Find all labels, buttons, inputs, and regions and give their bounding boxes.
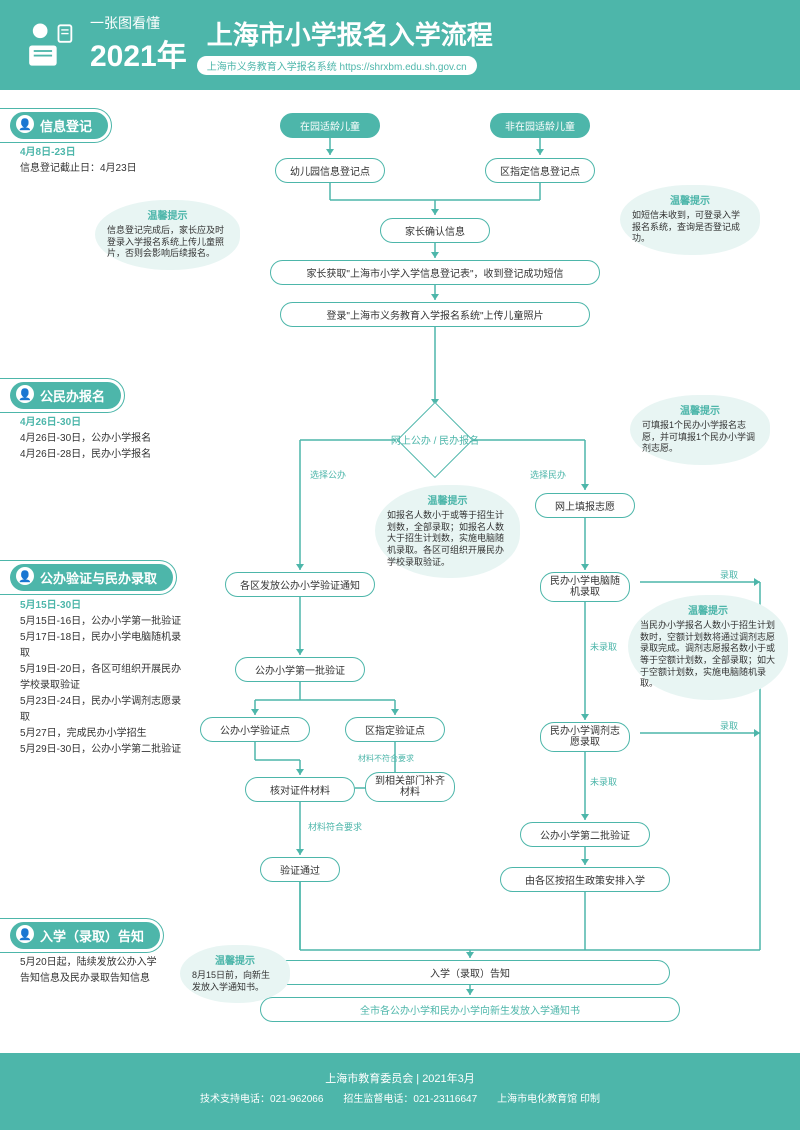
node-n17: 民办小学调剂志愿录取 (540, 722, 630, 752)
header-title: 上海市小学报名入学流程 (207, 15, 493, 52)
section-2-line1: 4月26日-30日，公办小学报名 (20, 431, 190, 447)
node-n8: 网上填报志愿 (535, 493, 635, 518)
bubble-title: 温馨提示 (107, 210, 228, 223)
bubble-title: 温馨提示 (387, 495, 508, 508)
node-n15: 验证通过 (260, 857, 340, 882)
section-4-l2: 告知信息及民办录取告知信息 (20, 971, 190, 987)
section-1-line: 信息登记截止日：4月23日 (20, 161, 190, 177)
bubble-4-text: 如报名人数小于或等于招生计划数，全部录取；如报名人数大于招生计划数，实施电脑随机… (387, 510, 508, 568)
bubble-title: 温馨提示 (642, 405, 758, 418)
node-n20: 入学（录取）告知 (270, 960, 670, 985)
edge-acc2: 录取 (720, 719, 738, 732)
section-2-line2: 4月26日-28日，民办小学报名 (20, 447, 190, 463)
node-n12: 区指定验证点 (345, 717, 445, 742)
edge-acc1: 录取 (720, 568, 738, 581)
decision-d1-label: 网上公办 / 民办报名 (375, 432, 495, 447)
header-left-block: 一张图看懂 2021年 (90, 15, 187, 76)
bubble-1-text: 信息登记完成后，家长应及时登录入学报名系统上传儿童照片，否则会影响后续报名。 (107, 225, 228, 260)
node-n21: 全市各公办小学和民办小学向新生发放入学通知书 (260, 997, 680, 1022)
section-2-side: 4月26日-30日 4月26日-30日，公办小学报名 4月26日-28日，民办小… (20, 415, 190, 463)
section-1-side: 4月8日-23日 信息登记截止日：4月23日 (20, 145, 190, 177)
header-pretitle: 一张图看懂 (90, 15, 187, 32)
person-icon: 👤 (16, 385, 34, 403)
bubble-3: 温馨提示 可填报1个民办小学报名志愿，并可填报1个民办小学调剂志愿。 (630, 395, 770, 465)
footer-line2: 技术支持电话：021-962066 招生监督电话：021-23116647 上海… (0, 1090, 800, 1110)
bubble-2: 温馨提示 如短信未收到，可登录入学报名系统，查询是否登记成功。 (620, 185, 760, 255)
section-badge-4: 👤 入学（录取）告知 (0, 918, 164, 953)
bubble-5: 温馨提示 当民办小学报名人数小于招生计划数时，空额计划数将通过调剂志愿录取完成。… (628, 595, 788, 700)
footer: 上海市教育委员会 | 2021年3月 技术支持电话：021-962066 招生监… (0, 1053, 800, 1130)
section-3-l6: 5月29日-30日，公办小学第二批验证 (20, 742, 190, 758)
section-2-date: 4月26日-30日 (20, 415, 190, 431)
person-icon: 👤 (16, 115, 34, 133)
node-n10: 公办小学第一批验证 (235, 657, 365, 682)
bubble-3-text: 可填报1个民办小学报名志愿，并可填报1个民办小学调剂志愿。 (642, 420, 758, 455)
section-3-l3: 5月19日-20日，各区可组织开展民办学校录取验证 (20, 662, 190, 694)
section-3-l2: 5月17日-18日，民办小学电脑随机录取 (20, 630, 190, 662)
bubble-4: 温馨提示 如报名人数小于或等于招生计划数，全部录取；如报名人数大于招生计划数，实… (375, 485, 520, 578)
node-n7: 登录"上海市义务教育入学报名系统"上传儿童照片 (280, 302, 590, 327)
section-4-label: 入学（录取）告知 (40, 929, 144, 944)
edge-right: 选择民办 (530, 468, 566, 481)
node-n16: 民办小学电脑随机录取 (540, 572, 630, 602)
section-3-label: 公办验证与民办录取 (40, 571, 157, 586)
section-3-date: 5月15日-30日 (20, 598, 190, 614)
edge-rej2: 未录取 (590, 775, 617, 788)
section-1-label: 信息登记 (40, 119, 92, 134)
node-n5: 家长确认信息 (380, 218, 490, 243)
node-n4: 区指定信息登记点 (485, 158, 595, 183)
bubble-title: 温馨提示 (632, 195, 748, 208)
section-4-l1: 5月20日起，陆续发放公办入学 (20, 955, 190, 971)
section-badge-3: 👤 公办验证与民办录取 (0, 560, 177, 595)
section-4-side: 5月20日起，陆续发放公办入学 告知信息及民办录取告知信息 (20, 955, 190, 987)
section-2-label: 公民办报名 (40, 389, 105, 404)
header-subtitle: 上海市义务教育入学报名系统 https://shrxbm.edu.sh.gov.… (197, 56, 477, 75)
edge-left: 选择公办 (310, 468, 346, 481)
node-n19: 由各区按招生政策安排入学 (500, 867, 670, 892)
node-n2: 非在园适龄儿童 (490, 113, 590, 138)
node-n14: 到相关部门补齐材料 (365, 772, 455, 802)
bubble-title: 温馨提示 (640, 605, 776, 618)
footer-line1: 上海市教育委员会 | 2021年3月 (0, 1068, 800, 1090)
header: 一张图看懂 2021年 上海市小学报名入学流程 上海市义务教育入学报名系统 ht… (0, 0, 800, 90)
node-n13: 核对证件材料 (245, 777, 355, 802)
person-icon: 👤 (16, 567, 34, 585)
reader-icon (20, 18, 75, 73)
node-n11: 公办小学验证点 (200, 717, 310, 742)
edge-ok: 材料符合要求 (308, 820, 362, 833)
node-n6: 家长获取"上海市小学入学信息登记表"，收到登记成功短信 (270, 260, 600, 285)
person-icon: 👤 (16, 925, 34, 943)
node-n18: 公办小学第二批验证 (520, 822, 650, 847)
section-3-l5: 5月27日，完成民办小学招生 (20, 726, 190, 742)
edge-rej1: 未录取 (590, 640, 617, 653)
section-3-side: 5月15日-30日 5月15日-16日，公办小学第一批验证 5月17日-18日，… (20, 598, 190, 758)
section-3-l4: 5月23日-24日，民办小学调剂志愿录取 (20, 694, 190, 726)
section-1-date: 4月8日-23日 (20, 145, 190, 161)
bubble-6: 温馨提示 8月15日前，向新生发放入学通知书。 (180, 945, 290, 1003)
node-n9: 各区发放公办小学验证通知 (225, 572, 375, 597)
bubble-6-text: 8月15日前，向新生发放入学通知书。 (192, 970, 278, 993)
bubble-2-text: 如短信未收到，可登录入学报名系统，查询是否登记成功。 (632, 210, 748, 245)
section-badge-2: 👤 公民办报名 (0, 378, 125, 413)
section-badge-1: 👤 信息登记 (0, 108, 112, 143)
header-year: 2021年 (90, 31, 187, 75)
section-3-l1: 5月15日-16日，公办小学第一批验证 (20, 614, 190, 630)
bubble-5-text: 当民办小学报名人数小于招生计划数时，空额计划数将通过调剂志愿录取完成。调剂志愿报… (640, 620, 776, 690)
node-n1: 在园适龄儿童 (280, 113, 380, 138)
bubble-title: 温馨提示 (192, 955, 278, 968)
edge-fail: 材料不符合要求 (358, 755, 414, 763)
bubble-1: 温馨提示 信息登记完成后，家长应及时登录入学报名系统上传儿童照片，否则会影响后续… (95, 200, 240, 270)
node-n3: 幼儿园信息登记点 (275, 158, 385, 183)
